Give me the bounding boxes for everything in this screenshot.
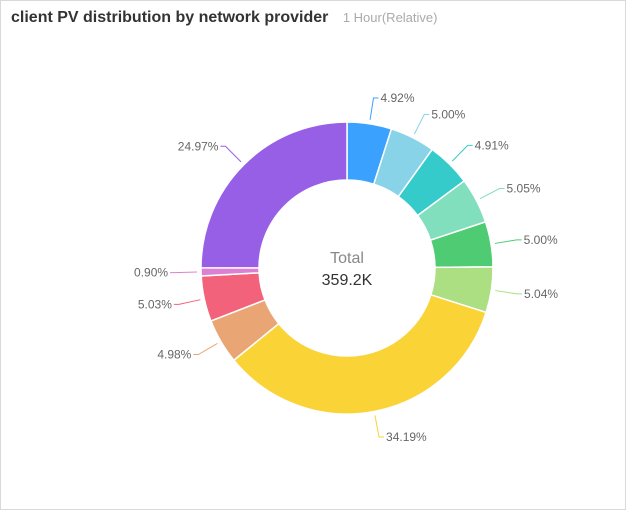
slice-label: 24.97% [178, 139, 219, 153]
leader-line [451, 144, 473, 162]
panel-header: client PV distribution by network provid… [11, 9, 437, 27]
slice-label: 5.00% [524, 233, 558, 247]
slice-label: 34.19% [386, 430, 427, 444]
leader-line [193, 343, 218, 356]
time-range-label[interactable]: 1 Hour(Relative) [342, 10, 438, 25]
leader-line [413, 113, 430, 135]
leader-line [173, 299, 201, 305]
leader-line [494, 239, 522, 244]
leader-line [170, 271, 198, 274]
slice-label: 5.04% [524, 287, 558, 301]
leader-line [369, 97, 379, 120]
center-value: 359.2K [322, 272, 373, 289]
slice-label: 4.91% [475, 138, 509, 152]
donut-slice[interactable] [232, 293, 488, 415]
slice-label: 4.92% [380, 91, 414, 105]
leader-line [479, 188, 505, 200]
center-label: Total [330, 250, 364, 267]
donut-slice[interactable] [200, 121, 348, 269]
slice-label: 0.90% [134, 266, 168, 280]
slice-label: 5.03% [138, 297, 172, 311]
slice-label: 4.98% [157, 348, 191, 362]
slice-label: 5.05% [507, 182, 541, 196]
leader-line [220, 145, 242, 163]
leader-line [495, 290, 523, 295]
leader-line [374, 415, 385, 438]
chart-title: client PV distribution by network provid… [11, 9, 329, 26]
slice-label: 5.00% [431, 107, 465, 121]
